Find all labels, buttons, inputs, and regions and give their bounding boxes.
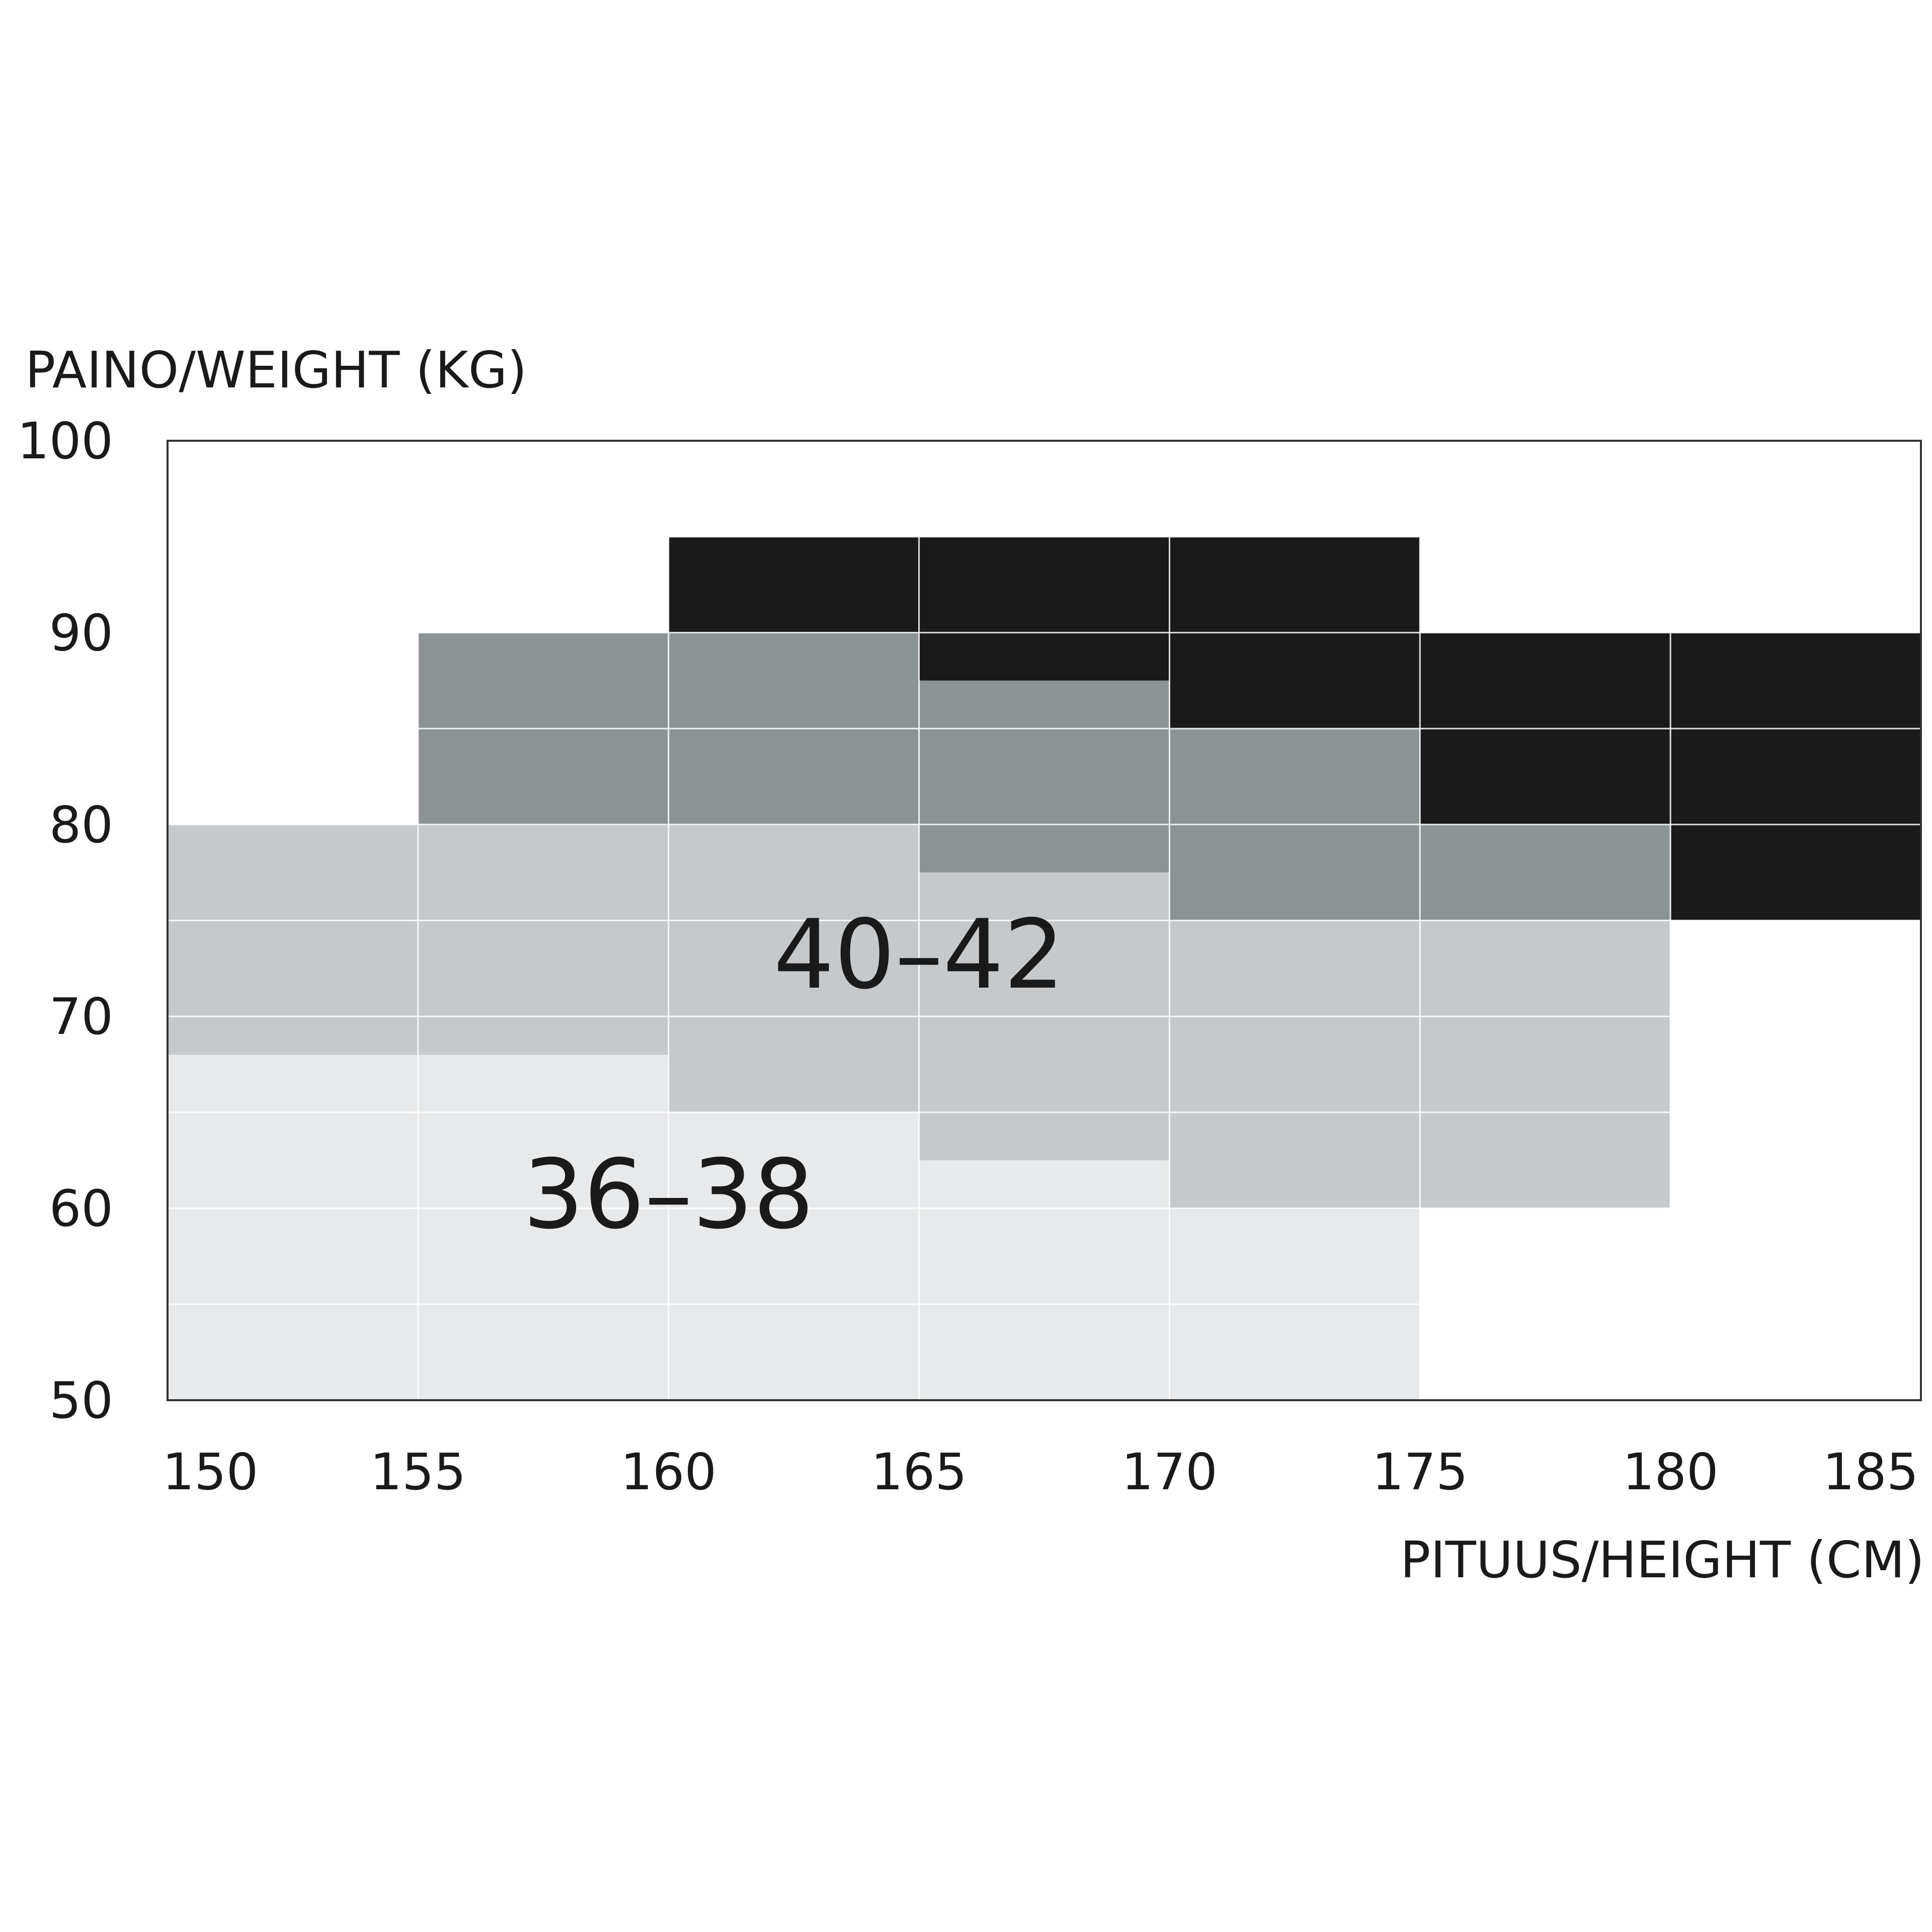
zone-cell-3-5: [1420, 824, 1671, 921]
zone-cell-4-5: [1670, 632, 1921, 921]
zone-cell-1-3: [668, 1112, 919, 1400]
y-axis-title: PAINO/WEIGHT (KG): [25, 341, 527, 399]
x-tick-label: 155: [370, 1442, 466, 1501]
plot-frame: [167, 440, 1922, 1401]
y-tick-label: 100: [17, 412, 113, 470]
y-tick-label: 70: [49, 987, 113, 1046]
zone-label: 36–38: [523, 1139, 814, 1250]
y-tick-label: 60: [49, 1179, 113, 1238]
y-tick-label: 90: [49, 603, 113, 662]
zone-cell-2-6: [1420, 920, 1671, 1209]
zone-cell-4-2: [919, 536, 1170, 681]
zone-cell-4-1: [668, 536, 919, 633]
zone-cell-2-2: [418, 824, 669, 1055]
zone-cell-1-1: [168, 1055, 418, 1400]
y-tick-label: 80: [49, 795, 113, 854]
x-tick-label: 165: [871, 1442, 967, 1501]
zone-cell-2-5: [1169, 920, 1420, 1209]
x-tick-label: 175: [1372, 1442, 1468, 1501]
zone-cell-1-4: [919, 1160, 1170, 1400]
x-tick-label: 185: [1823, 1442, 1919, 1501]
zone-cell-3-3: [919, 680, 1170, 873]
x-axis-ticks: 150 155 160 165 170 175 180 185: [163, 1442, 1919, 1501]
x-tick-label: 150: [163, 1442, 259, 1501]
zone-cell-2-3: [668, 824, 919, 1112]
x-tick-label: 180: [1623, 1442, 1719, 1501]
y-axis-ticks: 100 90 80 70 60 50: [17, 412, 113, 1430]
x-axis-title: PITUUS/HEIGHT (CM): [1400, 1531, 1924, 1589]
x-tick-label: 160: [620, 1442, 716, 1501]
grid-lines: [168, 441, 1921, 1400]
y-tick-label: 50: [49, 1371, 113, 1430]
x-tick-label: 170: [1121, 1442, 1218, 1501]
zone-labels: 36–38 40–42: [523, 899, 1064, 1250]
zone-label: 40–42: [773, 899, 1065, 1010]
zone-cell-2-1: [168, 824, 418, 1055]
